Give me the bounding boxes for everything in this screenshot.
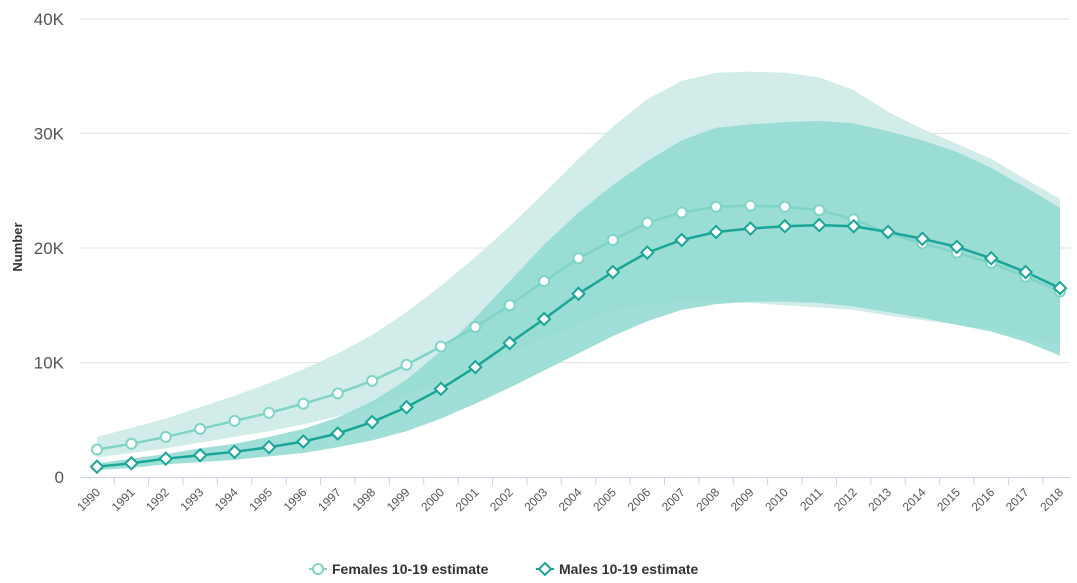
data-point-females xyxy=(91,443,103,456)
data-point-males xyxy=(227,444,242,460)
x-tick-label: 2006 xyxy=(625,485,654,514)
data-point-males xyxy=(983,250,999,266)
x-tick-label: 2014 xyxy=(900,485,929,514)
y-tick-label: 30K xyxy=(34,125,65,144)
data-point-males xyxy=(158,451,174,467)
data-point-females xyxy=(675,206,688,219)
x-tick-label: 2004 xyxy=(556,485,585,514)
data-point-males xyxy=(502,335,518,351)
data-point-males xyxy=(846,218,862,234)
x-tick-label: 1998 xyxy=(349,485,378,514)
legend-label: Females 10-19 estimate xyxy=(332,561,489,577)
data-point-females xyxy=(572,252,585,265)
data-point-males xyxy=(467,359,483,375)
data-point-males xyxy=(295,434,311,449)
data-point-females xyxy=(194,422,207,435)
data-point-males xyxy=(571,286,586,302)
x-tick-label: 1999 xyxy=(384,485,413,514)
data-point-males xyxy=(605,264,621,280)
x-tick-label: 2018 xyxy=(1037,485,1066,514)
data-point-males xyxy=(674,232,690,248)
x-tick-label: 1994 xyxy=(212,485,241,514)
y-axis-ticks: 0 10K 20K 30K 40K xyxy=(34,10,65,487)
x-tick-label: 2017 xyxy=(1003,485,1032,514)
x-tick-label: 1991 xyxy=(109,485,138,514)
x-tick-label: 2002 xyxy=(487,485,516,514)
x-tick-label: 2009 xyxy=(728,485,757,514)
data-point-males xyxy=(364,414,380,430)
data-point-females xyxy=(606,233,619,246)
x-tick-label: 1995 xyxy=(246,485,275,514)
legend-item-females[interactable]: Females 10-19 estimate xyxy=(309,561,489,577)
data-point-males xyxy=(89,459,105,475)
x-tick-label: 1997 xyxy=(315,485,344,514)
data-point-females xyxy=(778,200,791,213)
data-point-females xyxy=(228,414,241,427)
x-tick-label: 1996 xyxy=(281,485,310,514)
x-tick-label: 2001 xyxy=(453,485,482,514)
x-tick-label: 2008 xyxy=(693,485,722,514)
data-point-females xyxy=(641,216,654,229)
y-axis-label: Number xyxy=(10,222,25,271)
y-tick-label: 40K xyxy=(34,10,65,29)
y-tick-label: 0 xyxy=(55,468,64,487)
data-point-females xyxy=(538,275,551,288)
data-point-males xyxy=(949,239,965,255)
legend[interactable]: Females 10-19 estimate Males 10-19 estima… xyxy=(309,561,699,577)
x-tick-label: 2000 xyxy=(418,485,447,514)
data-point-females xyxy=(159,430,172,443)
series-markers xyxy=(89,199,1068,475)
y-tick-label: 10K xyxy=(34,354,65,373)
data-point-males xyxy=(192,447,208,463)
data-point-males xyxy=(708,224,724,240)
data-point-males xyxy=(261,439,277,455)
x-axis xyxy=(80,477,1070,485)
x-tick-label: 2013 xyxy=(865,485,894,514)
data-point-males xyxy=(433,381,449,397)
x-tick-label: 2010 xyxy=(762,485,791,514)
data-point-females xyxy=(434,340,447,353)
data-point-males xyxy=(399,399,414,415)
x-tick-label: 1993 xyxy=(178,485,207,514)
data-point-females xyxy=(469,321,482,334)
confidence-bands xyxy=(97,71,1060,471)
data-point-males xyxy=(123,455,139,471)
data-point-males xyxy=(1018,264,1034,280)
x-tick-label: 2011 xyxy=(797,485,825,513)
data-point-males xyxy=(880,224,896,240)
x-tick-label: 2012 xyxy=(831,485,860,514)
data-point-males xyxy=(915,231,930,247)
x-tick-label: 1990 xyxy=(74,485,103,514)
x-tick-label: 2007 xyxy=(659,485,688,514)
data-point-females xyxy=(366,374,379,387)
legend-item-males[interactable]: Males 10-19 estimate xyxy=(536,561,699,577)
data-point-males xyxy=(330,426,346,441)
x-tick-label: 2005 xyxy=(590,485,619,514)
x-tick-label: 1992 xyxy=(143,485,172,514)
data-point-males xyxy=(777,218,793,234)
data-point-males xyxy=(1052,280,1068,296)
x-tick-label: 2015 xyxy=(934,485,963,514)
data-point-females xyxy=(125,437,138,450)
data-point-males xyxy=(639,245,655,260)
data-point-males xyxy=(743,221,758,236)
data-point-females xyxy=(744,199,757,212)
circle-marker-icon xyxy=(312,563,324,575)
data-point-females xyxy=(297,397,310,410)
x-axis-ticks: 1990 1991 1992 1993 1994 1995 1996 1997 1998 1999… xyxy=(74,485,1066,514)
data-point-females xyxy=(710,200,723,213)
data-point-males xyxy=(811,217,827,233)
y-tick-label: 20K xyxy=(34,239,65,258)
x-tick-label: 2016 xyxy=(969,485,998,514)
legend-label: Males 10-19 estimate xyxy=(559,561,699,577)
data-point-females xyxy=(262,406,275,419)
data-point-females xyxy=(400,358,413,371)
data-point-females xyxy=(331,387,344,400)
data-point-females xyxy=(813,204,826,217)
x-tick-label: 2003 xyxy=(521,485,550,514)
data-point-males xyxy=(536,311,552,327)
data-point-females xyxy=(503,299,516,312)
diamond-marker-icon xyxy=(537,561,553,577)
